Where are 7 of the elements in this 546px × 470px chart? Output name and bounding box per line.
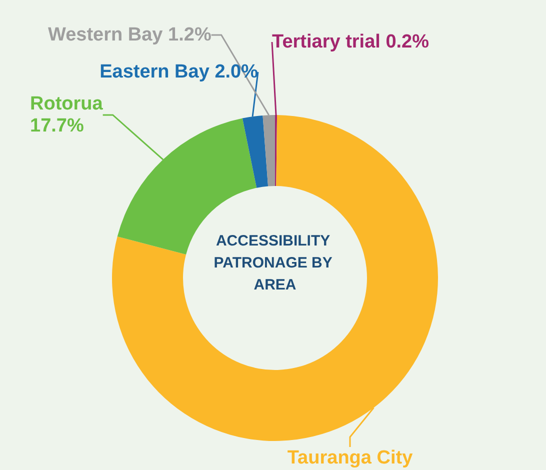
slice-label: Rotorua xyxy=(30,94,104,114)
data-label: 17.7% xyxy=(30,116,84,136)
text: ACCESSIBILITY PATRONAGE BY AREA xyxy=(214,232,336,294)
slice-label: Eastern Bay 2.0% xyxy=(100,62,258,82)
slice-label: Tertiary trial 0.2% xyxy=(272,32,430,52)
slice-label: Tauranga City xyxy=(287,448,414,468)
slice-label: Western Bay 1.2% xyxy=(48,24,212,46)
